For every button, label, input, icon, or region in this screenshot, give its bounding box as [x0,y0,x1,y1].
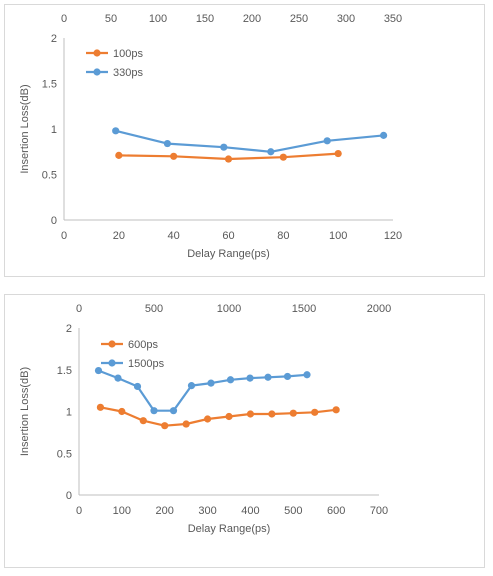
chart-2-series-1500ps-point [94,366,103,375]
chart-1-series-100ps-point [279,153,287,161]
chart-2-series-1500ps-point [114,374,122,382]
chart-2-x-tick-label: 0 [76,505,82,517]
chart-panel-2: 0 100 200 300 400 500 600 700 0 500 1000 1500 2000 0 0… [4,294,485,568]
chart-1-series-330ps-point [220,143,228,151]
chart-1-x-tick-label: 60 [222,230,234,242]
chart-1-x-tick-label: 120 [384,230,402,242]
chart-2-series-1500ps-point [169,407,178,415]
chart-1-x2-tick-label: 350 [384,13,402,25]
chart-1-x2-tick-label: 200 [243,13,261,25]
chart-1-series-330ps-point [112,127,120,135]
chart-2-series-600ps-point [118,407,126,416]
chart-1-series-330ps-point [380,131,388,139]
chart-2-series-1500ps-point [187,382,196,390]
chart-1-series-330ps-point [323,137,331,145]
chart-2-y-tick-label: 0 [66,490,72,502]
chart-2-x-tick-label: 600 [327,505,345,517]
chart-2-x-axis-title: Delay Range(ps) [188,523,271,535]
chart-1-series-100ps-point [334,149,342,158]
chart-2-x2-tick-label: 1500 [292,303,316,315]
chart-2-series-600ps-point [225,412,233,421]
chart-2-series-1500ps-point [133,382,142,391]
chart-1-y-axis-title: Insertion Loss(dB) [19,84,31,173]
chart-2-series-600ps-point [289,409,297,417]
chart-2-x2-tick-label: 2000 [367,303,391,315]
chart-2-series-600ps-point [139,417,147,425]
chart-2-legend-600ps-marker [108,340,116,348]
chart-1-legend-330ps-marker [93,68,101,76]
chart-1-x-tick-label: 0 [61,230,67,242]
chart-2-y-tick-label: 1.5 [57,365,72,377]
chart-2-y-tick-label: 1 [66,407,72,419]
chart-2-x2-tick-label: 1000 [217,303,241,315]
chart-2-series-1500ps-point [246,374,254,382]
chart-2-series-1500ps-line [98,369,308,412]
chart-1-svg: 0 20 40 60 80 100 120 0 50 100 150 200 250 300 350 0 0.5… [19,13,402,260]
chart-1-series-100ps-point [170,152,178,160]
chart-1-legend-100ps-label: 100ps [113,48,143,60]
chart-2-x2-tick-label: 0 [76,303,82,315]
chart-1-x2-tick-label: 150 [196,13,214,25]
chart-2-y-tick-label: 2 [66,323,72,335]
chart-2-x-tick-label: 300 [198,505,216,517]
chart-1-x-tick-label: 20 [113,230,125,242]
chart-2-x-tick-label: 200 [156,505,174,517]
chart-2-svg: 0 100 200 300 400 500 600 700 0 500 1000 1500 2000 0 0… [19,303,391,535]
chart-1-legend-100ps-marker [93,49,101,57]
chart-2-series-1500ps-point [303,371,311,379]
chart-1-series-330ps-line [115,129,384,153]
chart-1-y-tick-label: 0.5 [42,170,57,182]
chart-2-series-600ps-point [246,410,255,418]
chart-2-series-600ps-point [203,415,212,423]
chart-1-series-100ps-point [115,151,123,159]
chart-1-x2-tick-label: 100 [149,13,167,25]
chart-1-y-tick-label: 1.5 [42,79,57,91]
chart-1-x-tick-label: 100 [329,230,347,242]
chart-2-series-600ps-point [96,403,105,411]
chart-1-x2-tick-label: 250 [290,13,308,25]
chart-1-y-tick-label: 0 [51,215,57,227]
chart-1-x2-tick-label: 50 [105,13,117,25]
chart-1-legend-330ps-label: 330ps [113,67,143,79]
chart-1-x-tick-label: 40 [168,230,180,242]
chart-2-legend-1500ps-marker [108,359,116,367]
chart-1-x2-tick-label: 0 [61,13,67,25]
chart-2-series-600ps-point [182,420,190,428]
chart-2-series-1500ps-point [207,379,215,387]
chart-1-series-100ps-point [224,155,233,163]
chart-2-series-600ps-point [268,410,276,418]
chart-1-x-axis-title: Delay Range(ps) [187,248,270,260]
chart-2-series-1500ps-point [264,373,272,381]
chart-1-x2-tick-label: 300 [337,13,355,25]
chart-1-series-330ps-point [163,139,171,148]
chart-1-x-tick-label: 80 [277,230,289,242]
chart-1-y-tick-label: 1 [51,124,57,136]
chart-2-series-600ps-line [100,406,337,427]
chart-1-series-330ps-point [267,148,275,156]
chart-2-series-1500ps-point [226,376,235,384]
chart-2-series-1500ps-point [283,372,292,381]
chart-1-y-tick-label: 2 [51,33,57,45]
chart-2-legend-1500ps-label: 1500ps [128,358,165,370]
chart-2-x-tick-label: 400 [241,505,259,517]
chart-2-y-tick-label: 0.5 [57,448,72,460]
chart-2-x-tick-label: 100 [113,505,131,517]
chart-2-y-axis-title: Insertion Loss(dB) [19,367,31,456]
chart-2-legend-600ps-label: 600ps [128,339,158,351]
chart-2-x-tick-label: 500 [284,505,302,517]
chart-panel-1: 0 20 40 60 80 100 120 0 50 100 150 200 250 300 350 0 0.5… [4,4,485,277]
chart-2-series-1500ps-point [150,407,158,415]
chart-2-x-tick-label: 700 [370,505,388,517]
chart-2-series-600ps-point [311,408,319,416]
chart-2-series-600ps-point [161,422,169,430]
chart-2-x2-tick-label: 500 [145,303,163,315]
chart-2-series-600ps-point [332,406,340,414]
